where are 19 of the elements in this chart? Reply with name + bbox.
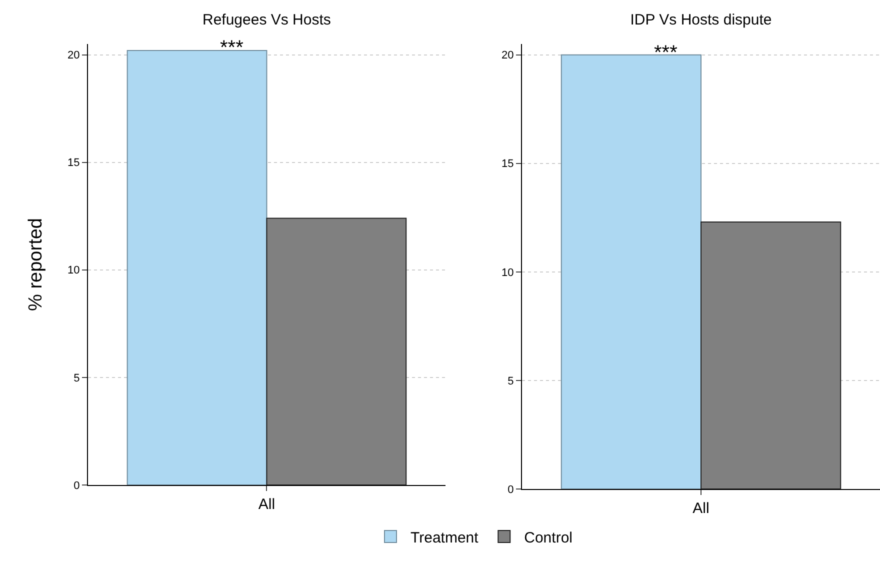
- y-axis-title: % reported: [25, 218, 46, 311]
- x-tick-label: All: [692, 500, 710, 517]
- x-tick-label: All: [258, 496, 276, 513]
- y-tick-label: 0: [74, 480, 80, 492]
- chart-title: IDP Vs Hosts dispute: [630, 12, 772, 28]
- legend-label: Control: [524, 529, 572, 546]
- y-tick-label: 10: [502, 266, 514, 279]
- y-tick-label: 20: [502, 50, 514, 62]
- annotation: ***: [654, 42, 678, 64]
- y-tick-label: 15: [502, 158, 514, 170]
- annotation: ***: [220, 37, 244, 59]
- y-tick-label: 15: [68, 157, 80, 170]
- y-tick-label: 0: [508, 484, 514, 496]
- legend-label: Treatment: [410, 529, 480, 546]
- y-tick-label: 5: [508, 375, 514, 388]
- y-tick-label: 10: [68, 264, 80, 277]
- y-tick-label: 5: [74, 372, 80, 384]
- y-tick-label: 20: [68, 50, 80, 62]
- chart-title: Refugees Vs Hosts: [202, 12, 331, 28]
